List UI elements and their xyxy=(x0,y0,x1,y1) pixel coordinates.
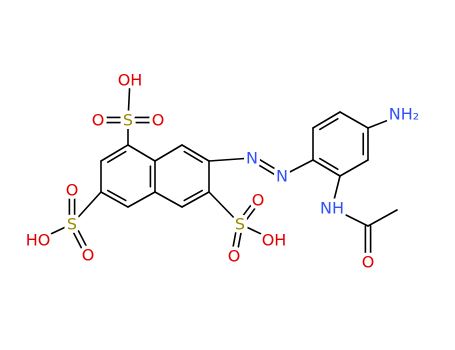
atom-label: O xyxy=(82,246,95,265)
bond xyxy=(100,191,129,208)
atom-label: S xyxy=(67,215,77,234)
atom-label: S xyxy=(123,111,133,130)
atom-label: OH xyxy=(262,231,287,250)
bond xyxy=(237,197,257,224)
bond xyxy=(249,159,282,180)
atom-label: O xyxy=(228,247,241,266)
atom-label: S xyxy=(235,215,245,234)
bond xyxy=(183,189,203,202)
atom-label: OH xyxy=(118,71,143,90)
bond xyxy=(235,223,244,258)
bond xyxy=(37,223,73,241)
bond xyxy=(183,150,203,164)
bond xyxy=(239,223,275,241)
atom-label: NH₂ xyxy=(389,105,419,124)
bond xyxy=(319,157,339,171)
bond xyxy=(312,159,341,177)
bond xyxy=(339,159,369,177)
bond xyxy=(319,117,339,131)
bond xyxy=(312,111,341,129)
bond xyxy=(230,222,239,257)
bond xyxy=(71,191,102,225)
bond xyxy=(208,191,241,225)
bond xyxy=(339,111,369,129)
bond xyxy=(181,144,210,162)
atom-label: N xyxy=(246,149,258,168)
bond xyxy=(127,191,156,208)
atom-label: O xyxy=(152,111,165,130)
bond xyxy=(331,207,369,227)
bond xyxy=(127,144,156,162)
atom-label: O xyxy=(362,253,375,272)
bond xyxy=(100,144,129,162)
bond xyxy=(73,222,92,255)
atom-label: NH xyxy=(320,199,344,218)
bond xyxy=(107,150,127,164)
bond xyxy=(107,189,127,202)
bond xyxy=(68,224,87,257)
bond xyxy=(367,209,398,227)
atom-label: O xyxy=(252,191,265,210)
bond xyxy=(127,79,131,121)
bond xyxy=(252,154,285,175)
bond xyxy=(331,175,341,209)
bond xyxy=(181,191,210,208)
bond xyxy=(281,159,314,177)
bond xyxy=(241,200,261,227)
atom-label: HO xyxy=(26,231,51,250)
atom-label: N xyxy=(276,167,288,186)
bond xyxy=(367,113,405,129)
bond xyxy=(154,191,183,208)
bond xyxy=(208,157,253,162)
atom-label: O xyxy=(66,181,79,200)
atom-label: O xyxy=(92,111,105,130)
bond xyxy=(154,144,183,162)
